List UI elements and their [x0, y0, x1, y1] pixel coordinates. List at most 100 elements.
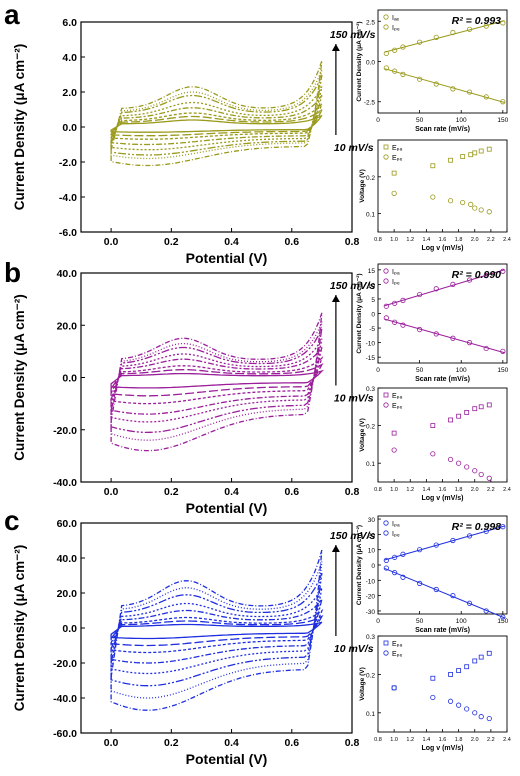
cv-curve	[110, 86, 323, 151]
data-point	[383, 303, 389, 309]
data-point	[383, 50, 389, 57]
legend-label: Eₚₐ	[392, 641, 403, 648]
data-point	[466, 340, 473, 346]
data-point	[500, 268, 506, 274]
data-point	[483, 608, 489, 614]
data-point	[417, 547, 423, 553]
data-point	[430, 451, 436, 457]
data-point	[468, 152, 474, 158]
y-tick-label: 0.1	[366, 461, 375, 468]
x-tick-label: 50	[416, 367, 424, 374]
x-tick-label: 1.6	[439, 237, 447, 243]
data-point	[472, 658, 478, 664]
cv-plot: -6.0 -4.0 -2.0 0.0 2.0 4.0 6.0 0.0 0.2 0.4 0.6 0.8 P…	[12, 17, 376, 266]
y-tick-label: 4.0	[62, 52, 77, 64]
data-point	[417, 291, 423, 298]
x-tick-label: 2.4	[503, 487, 511, 493]
y-tick-label: -2.5	[364, 100, 376, 107]
x-tick-label: 1.2	[406, 737, 414, 743]
y-axis-label: Voltage (V)	[359, 169, 366, 202]
x-tick-label: 100	[456, 618, 467, 625]
legend-marker	[383, 144, 389, 150]
peak-potential-plot: 0.1 0.2 0.8 1.0 1.2 1.4 1.6 1.8 2.0 2.2 2.4 Log v (…	[359, 139, 511, 252]
cv-curve	[110, 114, 323, 133]
legend-label: Iₐₑ	[392, 15, 400, 22]
x-tick-label: 150	[497, 618, 508, 625]
y-tick-label: -60.0	[53, 728, 77, 740]
data-point	[433, 81, 439, 87]
x-axis-label: Log v (mV/s)	[421, 745, 463, 752]
x-tick-label: 1.8	[455, 487, 463, 493]
data-point	[391, 170, 397, 176]
cv-curve	[110, 561, 323, 699]
data-point	[486, 650, 492, 656]
y-tick-label: -20.0	[53, 425, 77, 437]
y-tick-label: -10	[366, 578, 376, 585]
data-point	[500, 348, 506, 354]
y-tick-label: 10	[368, 282, 376, 289]
y-tick-label: -40.0	[53, 693, 77, 705]
legend-marker	[383, 278, 389, 284]
low-scan-label: 10 mV/s	[334, 142, 374, 154]
x-tick-label: 150	[497, 367, 508, 374]
fit-line	[384, 525, 505, 561]
x-tick-label: 2.2	[487, 737, 495, 743]
data-point	[483, 94, 489, 100]
plot-frame	[377, 139, 508, 233]
plot-frame	[80, 272, 353, 483]
legend-marker	[383, 520, 389, 526]
data-point	[433, 331, 439, 337]
data-point	[486, 715, 492, 722]
panel-letter: a	[4, 0, 20, 30]
cv-curve	[110, 572, 323, 687]
x-tick-label: 1.6	[439, 737, 447, 743]
x-tick-label: 1.2	[406, 237, 414, 243]
data-point	[478, 207, 484, 213]
y-tick-label: 15	[368, 268, 376, 275]
x-tick-label: 1.6	[439, 487, 447, 493]
x-tick-label: 0.8	[374, 737, 382, 743]
x-tick-label: 1.2	[406, 487, 414, 493]
legend-marker	[383, 392, 389, 398]
data-point	[433, 586, 439, 593]
cv-curve	[110, 94, 323, 146]
data-point	[383, 565, 389, 571]
y-tick-label: 0	[371, 563, 375, 570]
data-point	[456, 668, 462, 673]
data-point	[417, 326, 423, 333]
high-scan-label: 150 mV/s	[330, 280, 376, 292]
data-point	[448, 417, 453, 423]
low-scan-label: 10 mV/s	[334, 393, 374, 405]
y-tick-label: 0.3	[366, 386, 375, 393]
y-axis-label: Current Density (μA cm⁻²)	[356, 273, 363, 353]
y-tick-label: 0.0	[62, 373, 77, 385]
x-tick-label: 0.6	[284, 737, 299, 749]
y-tick-label: 2.0	[62, 87, 77, 99]
legend-label: Eₚₑ	[392, 403, 403, 410]
legend-marker	[383, 24, 389, 30]
data-point	[392, 554, 398, 560]
y-tick-label: 0.1	[366, 212, 375, 219]
data-point	[466, 89, 473, 95]
cv-plot: -40.0 -20.0 0.0 20.0 40.0 0.0 0.2 0.4 0.6 0.8 Pote…	[12, 268, 376, 516]
data-point	[460, 154, 466, 159]
y-tick-label: -15	[366, 355, 376, 362]
cv-curve	[110, 598, 323, 664]
y-tick-label: 40.0	[57, 268, 78, 280]
x-tick-label: 100	[456, 367, 467, 374]
y-tick-label: 0.2	[366, 175, 375, 182]
data-point	[500, 614, 506, 620]
legend-marker	[383, 640, 389, 646]
data-point	[450, 29, 456, 36]
x-tick-label: 2.0	[471, 237, 479, 243]
r-squared-label: R² = 0.990	[452, 269, 501, 281]
y-axis-label: Voltage (V)	[359, 418, 366, 451]
y-tick-label: 5	[371, 297, 375, 304]
legend-label: Eₚₐ	[392, 145, 403, 152]
y-tick-label: 0.2	[366, 424, 375, 431]
y-axis-label: Current Density (μA cm⁻²)	[356, 525, 363, 605]
fit-line	[384, 20, 505, 53]
data-point	[466, 26, 473, 32]
cv-curve	[110, 369, 325, 389]
